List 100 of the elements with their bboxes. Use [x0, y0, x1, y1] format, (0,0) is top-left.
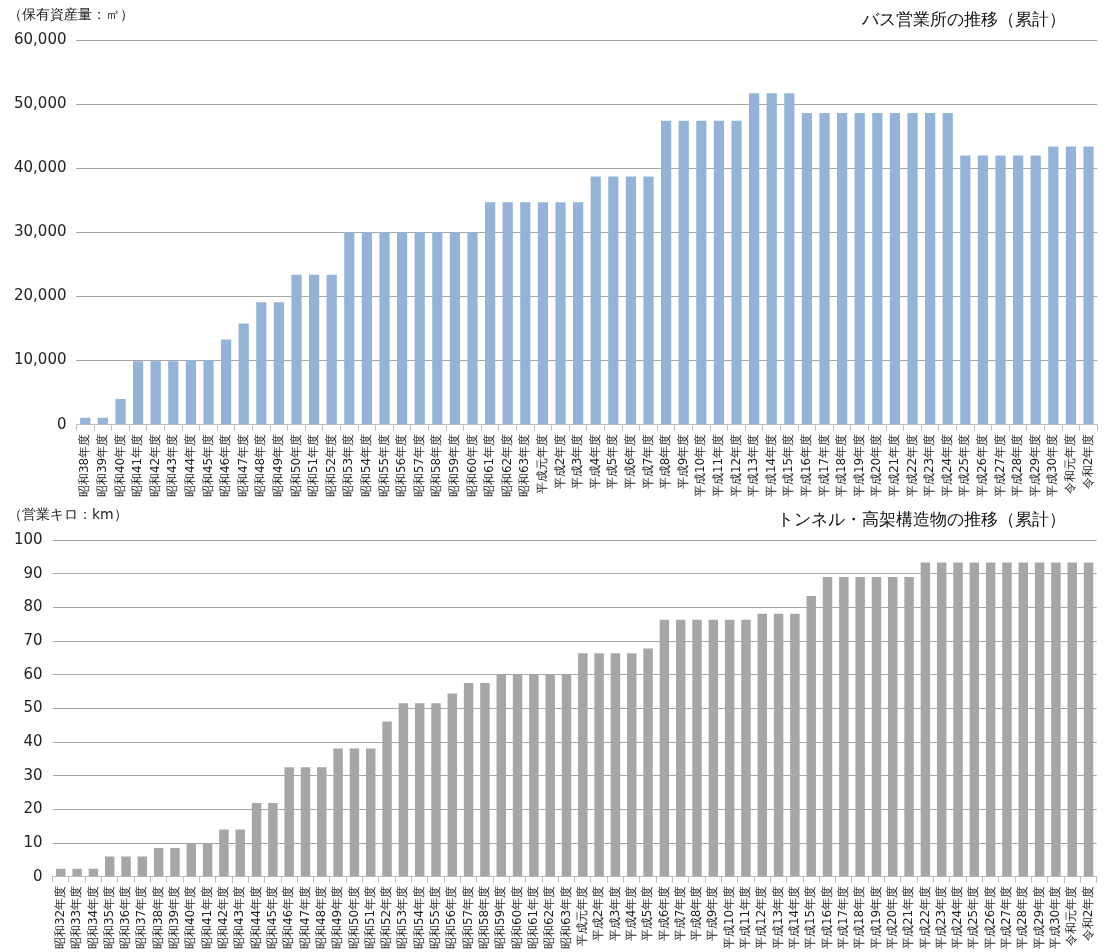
bar — [56, 868, 66, 877]
y-tick-label: 0 — [56, 414, 67, 433]
bar — [121, 856, 131, 877]
x-tick-label: 平成11年度 — [711, 433, 726, 498]
bar — [960, 155, 971, 425]
x-tick-label: 昭和48年度 — [253, 433, 268, 498]
bar — [132, 361, 144, 425]
x-tick-label: 平成22年度 — [904, 433, 919, 498]
bar — [291, 274, 302, 425]
bar — [153, 848, 164, 877]
x-tick-label: 平成18年度 — [852, 885, 867, 950]
bar — [1030, 155, 1041, 425]
x-tick-label: 昭和52年度 — [379, 885, 394, 950]
x-tick-label: 平成6年度 — [656, 885, 671, 942]
bar — [170, 848, 180, 877]
bar — [326, 274, 337, 425]
x-tick-label: 昭和52年度 — [323, 433, 338, 498]
y-tick-label: 60 — [23, 664, 43, 683]
x-tick-label: 令和2年度 — [1080, 885, 1095, 942]
y-tick-label: 50,000 — [13, 94, 67, 113]
x-tick-label: 平成13年度 — [746, 433, 761, 498]
bar — [713, 120, 725, 425]
bar — [608, 176, 619, 425]
x-tick-label: 昭和61年度 — [526, 885, 540, 950]
bar — [203, 359, 214, 425]
x-tick-label: 昭和55年度 — [376, 433, 391, 498]
x-tick-label: 昭和41年度 — [130, 433, 145, 498]
bar — [115, 399, 126, 425]
x-tick-label: 令和2年度 — [1080, 433, 1095, 490]
x-tick-label: 平成3年度 — [607, 885, 622, 942]
bar — [485, 202, 496, 425]
x-tick-label: 平成2年度 — [591, 885, 606, 942]
x-tick-label: 昭和46年度 — [281, 885, 296, 950]
x-tick-label: 平成21年度 — [901, 885, 916, 950]
x-tick-label: 昭和53年度 — [395, 885, 410, 950]
x-tick-label: 平成29年度 — [1031, 885, 1046, 950]
x-tick-label: 昭和47年度 — [297, 885, 312, 950]
bar — [749, 93, 760, 425]
x-tick-label: 平成9年度 — [675, 433, 690, 490]
x-tick-label: 令和元年度 — [1063, 433, 1078, 494]
bar — [273, 302, 284, 425]
x-tick-label: 平成8年度 — [658, 433, 673, 490]
x-tick-label: 昭和62年度 — [542, 885, 557, 950]
x-tick-label: 昭和60年度 — [509, 885, 524, 950]
x-tick-label: 昭和56年度 — [394, 433, 409, 498]
bar — [889, 113, 901, 425]
x-tick-label: 昭和41年度 — [199, 885, 214, 950]
bar — [696, 120, 707, 425]
bar — [801, 113, 813, 425]
y-tick-label: 80 — [23, 597, 43, 616]
x-tick-label: 平成15年度 — [781, 433, 796, 498]
x-tick-label: 平成27年度 — [992, 433, 1007, 498]
x-tick-label: 平成20年度 — [869, 433, 884, 498]
x-tick-label: 昭和60年度 — [464, 433, 479, 498]
x-tick-label: 昭和51年度 — [362, 885, 377, 950]
x-tick-label: 昭和44年度 — [248, 885, 263, 950]
x-tick-label: 平成3年度 — [570, 433, 585, 490]
x-tick-label: 平成25年度 — [957, 433, 972, 498]
bar — [995, 155, 1006, 425]
y-tick-label: 100 — [13, 529, 43, 548]
bar — [449, 232, 461, 425]
x-tick-label: 平成15年度 — [803, 885, 818, 950]
bar — [80, 417, 91, 425]
x-tick-label: 平成26年度 — [975, 433, 990, 498]
bar — [942, 113, 953, 425]
y-tick-label: 50 — [23, 698, 43, 717]
x-tick-label: 昭和45年度 — [200, 433, 215, 498]
y-tick-label: 40,000 — [13, 158, 67, 177]
x-tick-label: 平成20年度 — [884, 885, 899, 950]
x-tick-label: 昭和33年度 — [69, 885, 84, 950]
bar — [432, 232, 443, 425]
x-tick-label: 昭和43年度 — [165, 433, 180, 498]
x-tick-label: 昭和54年度 — [411, 885, 426, 950]
x-tick-label: 昭和47年度 — [235, 433, 250, 498]
x-tick-label: 昭和49年度 — [271, 433, 286, 498]
y-tick-label: 10,000 — [13, 350, 67, 369]
x-tick-label: 平成28年度 — [1015, 885, 1030, 950]
x-tick-label: 昭和39年度 — [167, 885, 182, 950]
x-tick-label: 平成23年度 — [922, 433, 937, 498]
bar — [925, 113, 936, 425]
bar — [1013, 155, 1024, 425]
bar — [467, 232, 478, 425]
bar — [361, 232, 372, 425]
x-tick-label: 令和元年度 — [1064, 885, 1079, 946]
x-tick-label: 平成7年度 — [640, 433, 655, 490]
y-tick-label: 40 — [23, 731, 43, 750]
bar — [414, 232, 425, 425]
bar — [590, 176, 601, 425]
x-tick-label: 平成4年度 — [623, 885, 638, 942]
x-tick-label: 昭和62年度 — [499, 433, 514, 498]
x-tick-label: 平成30年度 — [1048, 885, 1063, 950]
x-tick-label: 平成25年度 — [966, 885, 981, 950]
x-tick-label: 平成12年度 — [728, 433, 743, 498]
bar — [397, 232, 408, 425]
x-tick-label: 昭和39年度 — [95, 433, 110, 498]
bar — [537, 202, 549, 425]
x-tick-label: 平成9年度 — [705, 885, 720, 942]
x-tick-label: 昭和38年度 — [77, 433, 92, 498]
bar — [308, 274, 320, 425]
x-tick-label: 昭和37年度 — [134, 885, 149, 950]
